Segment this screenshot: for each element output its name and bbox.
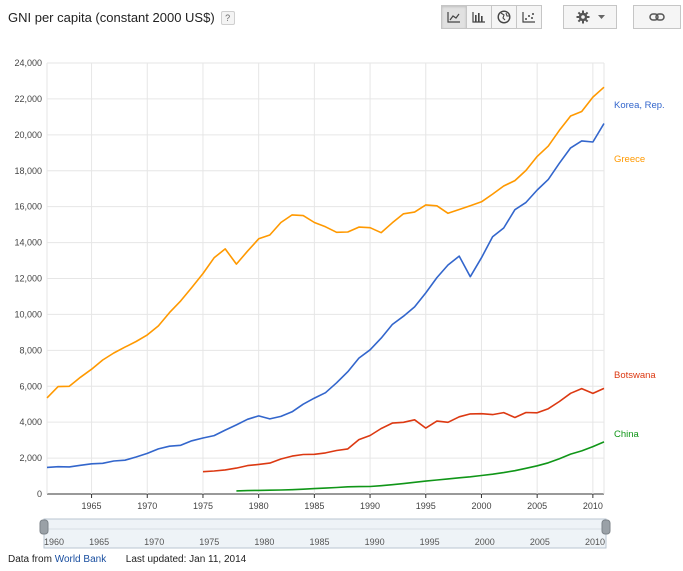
series-label-botswana[interactable]: Botswana [614, 370, 656, 381]
navigator-tick-label: 1960 [44, 537, 64, 547]
y-tick-label: 8,000 [19, 345, 42, 355]
y-tick-label: 12,000 [14, 274, 42, 284]
navigator-tick-label: 1970 [144, 537, 164, 547]
source-link[interactable]: World Bank [54, 554, 107, 565]
y-tick-label: 14,000 [14, 238, 42, 248]
x-tick-label: 1995 [416, 501, 436, 511]
navigator-tick-label: 2005 [530, 537, 550, 547]
navigator-tick-label: 1965 [89, 537, 109, 547]
navigator-tick-label: 2010 [585, 537, 605, 547]
x-tick-label: 1990 [360, 501, 380, 511]
series-label-korea-rep[interactable]: Korea, Rep. [614, 100, 665, 111]
navigator-tick-label: 2000 [475, 537, 495, 547]
map-icon [497, 10, 511, 24]
navigator-tick-label: 1985 [309, 537, 329, 547]
share-link-button[interactable] [633, 5, 681, 29]
y-tick-label: 10,000 [14, 309, 42, 319]
y-tick-label: 6,000 [19, 381, 42, 391]
range-handle-right[interactable] [601, 519, 611, 535]
range-handle-left[interactable] [39, 519, 49, 535]
bar-chart-icon [472, 12, 485, 23]
navigator-track [43, 518, 607, 549]
y-tick-label: 24,000 [14, 58, 42, 68]
x-tick-label: 1985 [304, 501, 324, 511]
timeline-navigator[interactable]: 1960 1965 1970 1975 1980 1985 1990 1995 2000 2005… [39, 518, 611, 549]
series-label-china[interactable]: China [614, 429, 640, 440]
map-button[interactable] [491, 5, 517, 29]
series-line-china[interactable] [236, 441, 605, 492]
series-line-korea-rep[interactable] [46, 123, 605, 469]
x-tick-label: 1965 [82, 501, 102, 511]
scatter-chart-button[interactable] [516, 5, 542, 29]
series-line-botswana[interactable] [202, 387, 605, 473]
footer: Data from World Bank Last updated: Jan 1… [8, 554, 246, 565]
y-tick-label: 22,000 [14, 94, 42, 104]
gear-icon [576, 10, 589, 24]
y-tick-label: 0 [37, 489, 42, 499]
chart-title-text: GNI per capita (constant 2000 US$) [8, 10, 215, 25]
settings-button[interactable] [563, 5, 617, 29]
help-button[interactable]: ? [220, 11, 235, 25]
series-line-greece[interactable] [46, 86, 605, 399]
y-tick-label: 20,000 [14, 130, 42, 140]
navigator-tick-label: 1975 [199, 537, 219, 547]
x-tick-label: 1975 [193, 501, 213, 511]
bar-chart-button[interactable] [466, 5, 492, 29]
source-prefix: Data from [8, 554, 52, 565]
scatter-chart-icon [522, 12, 535, 23]
caret-down-icon [597, 14, 605, 19]
x-tick-label: 2005 [527, 501, 547, 511]
line-chart-icon [447, 12, 460, 23]
x-tick-label: 1970 [137, 501, 157, 511]
chart-title: GNI per capita (constant 2000 US$)? [8, 10, 235, 25]
navigator-tick-label: 1995 [420, 537, 440, 547]
y-tick-label: 2,000 [19, 453, 42, 463]
navigator-tick-label: 1980 [254, 537, 274, 547]
y-tick-label: 16,000 [14, 202, 42, 212]
chart-type-toolbar [441, 5, 542, 29]
y-tick-label: 18,000 [14, 166, 42, 176]
last-updated-text: Last updated: Jan 11, 2014 [125, 554, 247, 565]
navigator-tick-label: 1990 [365, 537, 385, 547]
series-label-greece[interactable]: Greece [614, 154, 645, 165]
x-tick-label: 2000 [471, 501, 491, 511]
x-tick-label: 1980 [249, 501, 269, 511]
x-tick-label: 2010 [583, 501, 603, 511]
link-icon [649, 13, 665, 21]
y-tick-label: 4,000 [19, 417, 42, 427]
